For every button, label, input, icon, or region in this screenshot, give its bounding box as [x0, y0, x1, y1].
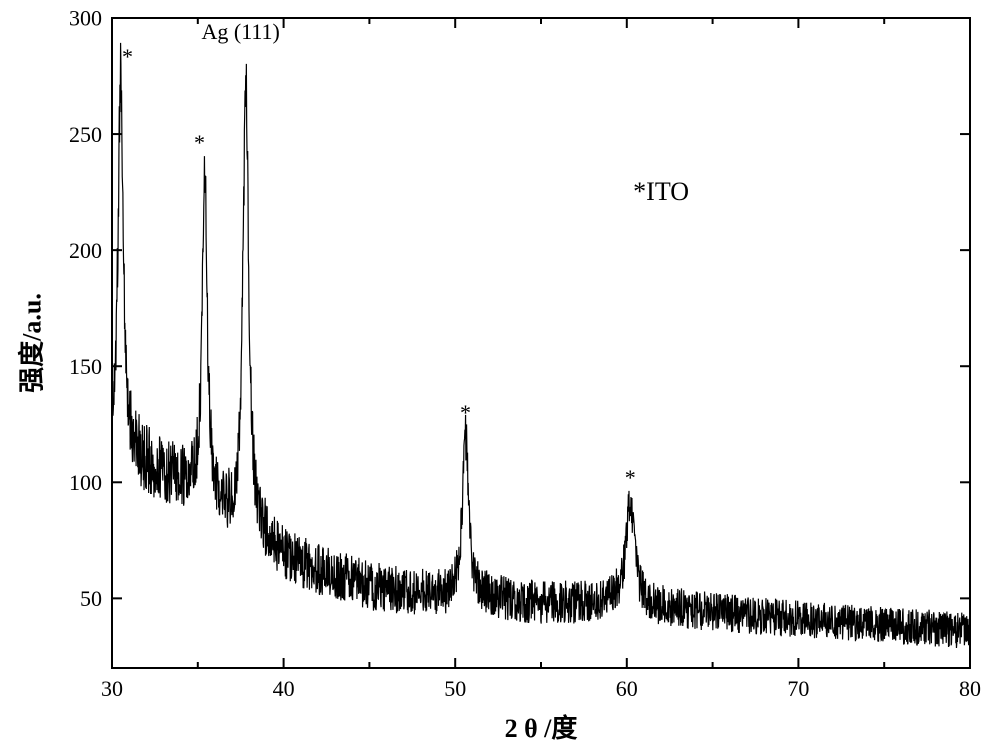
- peak-label-ag111: Ag (111): [201, 19, 279, 45]
- x-tick-label: 50: [444, 676, 466, 701]
- x-tick-label: 40: [273, 676, 295, 701]
- legend-ito: *ITO: [633, 177, 689, 207]
- x-axis-label: 2 θ /度: [505, 708, 578, 745]
- y-tick-label: 300: [69, 6, 102, 31]
- peak-label-star: *: [625, 465, 636, 491]
- x-tick-label: 60: [616, 676, 638, 701]
- y-tick-label: 200: [69, 238, 102, 263]
- y-tick-label: 50: [80, 586, 102, 611]
- x-tick-label: 70: [787, 676, 809, 701]
- x-tick-label: 80: [959, 676, 981, 701]
- peak-label-star: *: [460, 400, 471, 426]
- y-axis-label: 强度/a.u.: [12, 293, 49, 393]
- y-tick-label: 250: [69, 122, 102, 147]
- x-tick-label: 30: [101, 676, 123, 701]
- peak-label-star: *: [194, 130, 205, 156]
- peak-label-star: *: [122, 44, 133, 70]
- xrd-chart: 30 40 50 60 70 80 50 100 150 200 250 300 强度/a.u. 2 …: [0, 0, 1000, 752]
- chart-svg: 30 40 50 60 70 80 50 100 150 200 250 300: [0, 0, 1000, 752]
- y-tick-label: 100: [69, 470, 102, 495]
- y-tick-label: 150: [69, 354, 102, 379]
